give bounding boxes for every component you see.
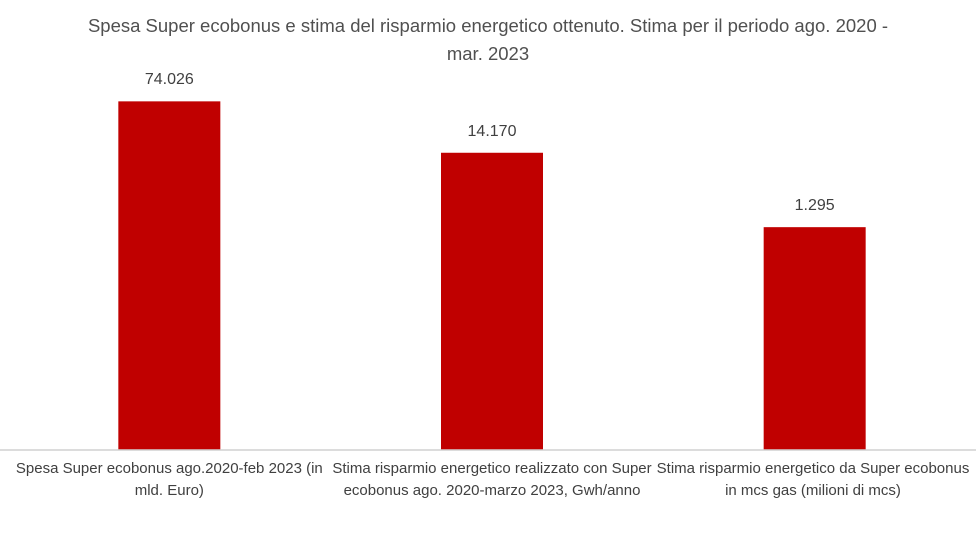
x-tick-label: Stima risparmio energetico realizzato co…	[332, 460, 652, 499]
value-label: 1.295	[794, 197, 835, 215]
chart-title: Spesa Super ecobonus e stima del risparm…	[87, 15, 889, 64]
x-tick-label: Stima risparmio energetico da Super ecob…	[656, 460, 970, 499]
x-tick-label: Spesa Super ecobonus ago.2020-feb 2023 (…	[15, 460, 323, 499]
value-label: 14.170	[467, 122, 517, 140]
bar	[763, 227, 866, 450]
bar	[118, 101, 221, 451]
value-label: 74.026	[144, 71, 194, 89]
bar	[441, 152, 543, 451]
